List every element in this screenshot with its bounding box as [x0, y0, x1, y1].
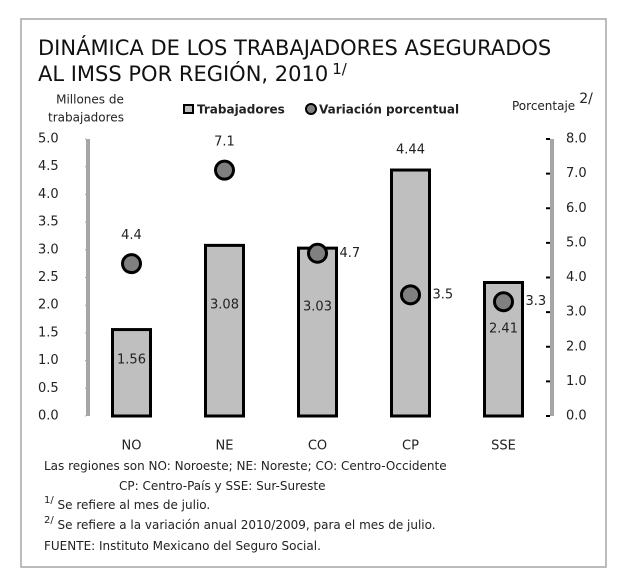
dot [400, 284, 421, 306]
y-tick-label: 5.0 [38, 132, 59, 147]
footnote: CP: Centro-País y SSE: Sur-Sureste [119, 479, 325, 493]
footnote-mark: 1/ [44, 495, 54, 506]
x-tick-label: NE [216, 439, 234, 454]
bar [111, 328, 152, 418]
footnote-text: CP: Centro-País y SSE: Sur-Sureste [119, 479, 325, 493]
footnote: 1/ Se refiere al mes de julio. [44, 495, 210, 512]
footnote-text: Se refiere a la variación anual 2010/200… [54, 518, 436, 532]
footnote-mark: 2/ [44, 515, 54, 526]
bar-value-label: 3.08 [210, 298, 239, 313]
dot-value-label: 3.5 [433, 287, 454, 302]
bar-value-label: 1.56 [117, 352, 146, 367]
y2-tick-label: 4.0 [566, 270, 587, 285]
footnote-text: Se refiere al mes de julio. [54, 498, 211, 512]
y-tick-label: 3.5 [38, 215, 59, 230]
bar [483, 280, 524, 418]
y-tick-label: 4.5 [38, 159, 59, 174]
y-axis-label: trabajadores [48, 111, 124, 125]
y-tick-label: 3.0 [38, 242, 59, 257]
x-tick-label: SSE [491, 439, 516, 454]
y2-tick-label: 7.0 [566, 166, 587, 181]
y2-label-note: 2/ [579, 91, 593, 107]
x-tick-label: CO [308, 439, 327, 454]
x-tick-label: NO [122, 439, 142, 454]
footnote-text: FUENTE: Instituto Mexicano del Seguro So… [44, 539, 321, 553]
dot-value-label: 4.7 [340, 246, 361, 261]
y-tick-label: 0.0 [38, 409, 59, 424]
footnote: Las regiones son NO: Noroeste; NE: Nores… [44, 459, 447, 473]
y2-tick-label: 1.0 [566, 374, 587, 389]
y-tick-label: 1.0 [38, 353, 59, 368]
y2-tick-label: 0.0 [566, 409, 587, 424]
chart-title: AL IMSS POR REGIÓN, 2010 [38, 61, 328, 86]
bar-value-label: 2.41 [489, 322, 518, 337]
y2-axis-label: Porcentaje [512, 99, 575, 113]
dot [214, 159, 235, 181]
legend-label: Variación porcentual [319, 103, 459, 117]
y2-tick-label: 6.0 [566, 201, 587, 216]
dot-value-label: 4.4 [121, 228, 142, 243]
chart-title: DINÁMICA DE LOS TRABAJADORES ASEGURADOS [38, 35, 551, 60]
legend-label: Trabajadores [197, 103, 285, 117]
dot [121, 253, 142, 275]
title-note: 1/ [332, 60, 348, 78]
footnote: 2/ Se refiere a la variación anual 2010/… [44, 515, 436, 532]
bar-value-label: 3.03 [303, 299, 332, 314]
dot-value-label: 3.3 [526, 294, 547, 309]
y2-tick-label: 8.0 [566, 132, 587, 147]
footnote-text: Las regiones son NO: Noroeste; NE: Nores… [44, 459, 447, 473]
y-tick-label: 4.0 [38, 187, 59, 202]
y2-tick-label: 2.0 [566, 339, 587, 354]
y-axis-label: Millones de [56, 93, 124, 107]
bar-value-label: 4.44 [396, 143, 425, 158]
y-tick-label: 2.5 [38, 270, 59, 285]
y2-axis-label: Porcentaje 2/ [512, 91, 593, 113]
chart-title: AL IMSS POR REGIÓN, 2010 1/ [38, 60, 348, 87]
y-tick-label: 1.5 [38, 325, 59, 340]
y2-tick-label: 3.0 [566, 305, 587, 320]
dot-value-label: 7.1 [214, 135, 235, 150]
bar [204, 243, 245, 418]
dot [307, 242, 328, 264]
legend-swatch [305, 103, 317, 115]
legend-swatch [183, 104, 194, 114]
bar [297, 246, 338, 418]
y2-tick-label: 5.0 [566, 235, 587, 250]
dot [493, 291, 514, 313]
x-tick-label: CP [402, 439, 419, 454]
y-tick-label: 2.0 [38, 298, 59, 313]
y-tick-label: 0.5 [38, 381, 59, 396]
footnote: FUENTE: Instituto Mexicano del Seguro So… [44, 539, 321, 553]
